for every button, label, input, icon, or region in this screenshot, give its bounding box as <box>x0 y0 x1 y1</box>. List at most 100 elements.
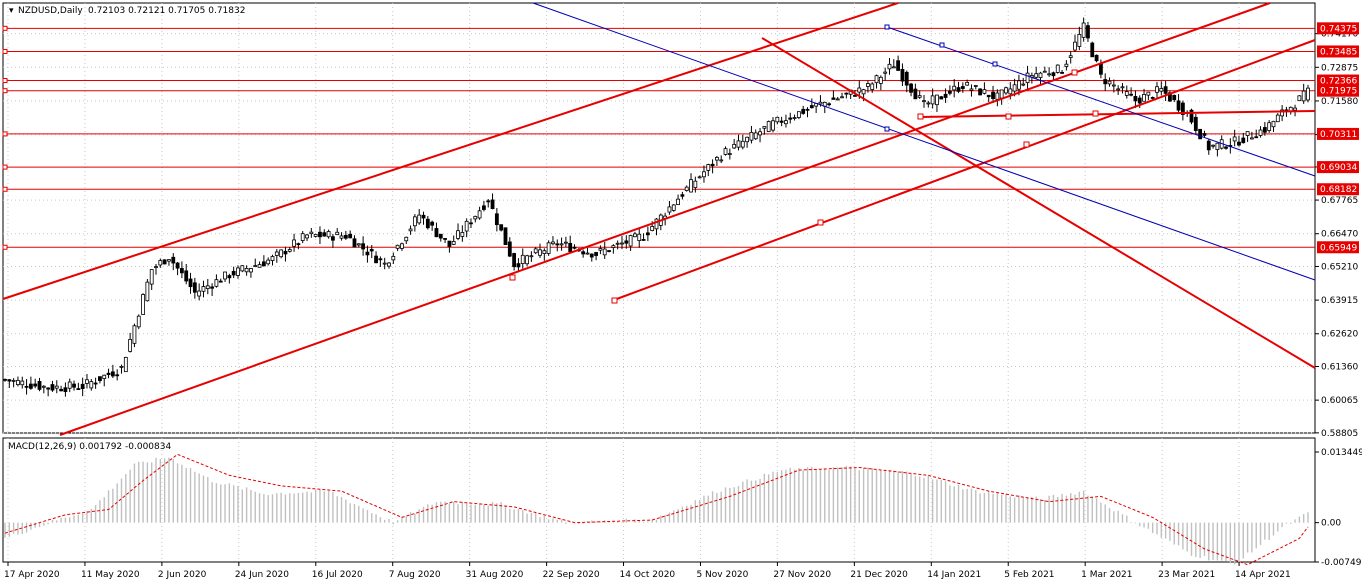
candle-body <box>805 108 810 111</box>
candle-body <box>123 356 128 373</box>
candle-body <box>991 91 995 99</box>
candle-body <box>520 254 525 264</box>
candle-body <box>41 385 46 388</box>
candle-body <box>28 383 33 389</box>
candle-body <box>947 90 952 94</box>
candle-body <box>788 117 793 120</box>
candle-body <box>469 222 473 225</box>
price-tick-label: 0.60065 <box>1321 396 1358 406</box>
candle-body <box>1129 93 1134 96</box>
candle-body <box>201 286 206 292</box>
candle-body <box>671 204 676 211</box>
price-level-box <box>1317 161 1359 174</box>
candle-body <box>128 339 133 352</box>
candle-body <box>1202 133 1207 136</box>
date-tick-label: 1 Mar 2021 <box>1081 570 1132 580</box>
candle-body <box>395 244 400 249</box>
candle-body <box>1193 116 1198 131</box>
candle-body <box>917 95 922 98</box>
candle-body <box>1107 80 1112 85</box>
horizontal-level-handle <box>2 244 8 250</box>
candle-body <box>451 241 456 245</box>
candle-body <box>1064 63 1069 67</box>
price-tick-label: 0.62620 <box>1321 330 1358 340</box>
candle-body <box>369 249 374 252</box>
candle-body <box>1267 122 1272 131</box>
candle-body <box>719 159 724 162</box>
candle-body <box>352 238 357 248</box>
candle-body <box>421 214 426 219</box>
candle-body <box>624 240 629 244</box>
date-tick-label: 24 Jun 2020 <box>235 570 289 580</box>
candle-body <box>7 379 12 382</box>
candle-body <box>145 281 150 302</box>
candle-body <box>404 236 409 242</box>
candle-body <box>598 248 603 251</box>
candle-body <box>1086 25 1090 39</box>
candle-body <box>633 233 637 238</box>
candle-body <box>16 380 20 385</box>
candle-body <box>870 83 875 90</box>
candle-body <box>1047 73 1052 76</box>
candle-body <box>59 388 63 392</box>
candle-body <box>313 233 318 237</box>
candle-body <box>1077 34 1082 47</box>
candle-body <box>115 374 120 377</box>
candle-body <box>650 226 655 231</box>
middle-channel-line <box>59 2 1271 436</box>
candle-body <box>456 230 460 239</box>
candle-body <box>184 270 189 282</box>
candle-body <box>930 95 935 105</box>
candle-body <box>706 164 711 171</box>
horizontal-level-handle <box>2 78 8 84</box>
date-tick-label: 14 Jan 2021 <box>927 570 981 580</box>
candle-body <box>486 200 491 203</box>
price-level-label: 0.68182 <box>1320 185 1357 195</box>
candle-body <box>1262 127 1267 133</box>
candle-body <box>417 214 422 224</box>
horizontal-levels <box>2 25 1315 250</box>
price-tick-label: 0.74170 <box>1321 30 1358 40</box>
candle-body <box>365 251 370 256</box>
candle-body <box>249 268 253 273</box>
candle-body <box>175 262 180 269</box>
candle-body <box>106 372 111 375</box>
candle-body <box>559 243 564 246</box>
candle-body <box>1137 97 1142 104</box>
date-tick-label: 31 Aug 2020 <box>466 570 524 580</box>
candle-body <box>771 120 775 131</box>
horizontal-level-handle <box>2 186 8 192</box>
candle-body <box>1189 109 1194 123</box>
candle-body <box>378 258 383 261</box>
candle-body <box>1060 72 1064 74</box>
candle-body <box>723 148 728 155</box>
candle-body <box>1008 88 1013 95</box>
candle-body <box>400 243 404 249</box>
trendlines[interactable] <box>2 2 1316 436</box>
trendline-handles[interactable] <box>509 69 1099 304</box>
candle-body <box>835 98 840 101</box>
descending-red-line <box>761 37 1316 369</box>
candle-body <box>1038 72 1043 78</box>
candle-body <box>628 235 633 247</box>
candle-body <box>473 215 478 220</box>
price-tick-label: 0.72875 <box>1321 63 1358 73</box>
price-tick-label: 0.65210 <box>1321 262 1358 272</box>
candle-body <box>529 255 534 258</box>
chart-ohlc: 0.72103 0.72121 0.71705 0.71832 <box>88 6 245 16</box>
candle-body <box>1245 131 1250 136</box>
candle-body <box>922 100 926 103</box>
candle-body <box>171 256 176 264</box>
candle-body <box>1068 55 1073 58</box>
candle-body <box>339 235 344 239</box>
price-tick-label: 0.58805 <box>1321 429 1358 439</box>
blue-handles[interactable] <box>884 24 998 132</box>
candle-body <box>710 163 715 167</box>
date-tick-label: 14 Oct 2020 <box>620 570 676 580</box>
candle-body <box>132 325 137 344</box>
candle-body <box>779 120 784 123</box>
candle-body <box>1271 120 1276 128</box>
candle-body <box>645 232 650 236</box>
candle-body <box>1159 88 1164 92</box>
